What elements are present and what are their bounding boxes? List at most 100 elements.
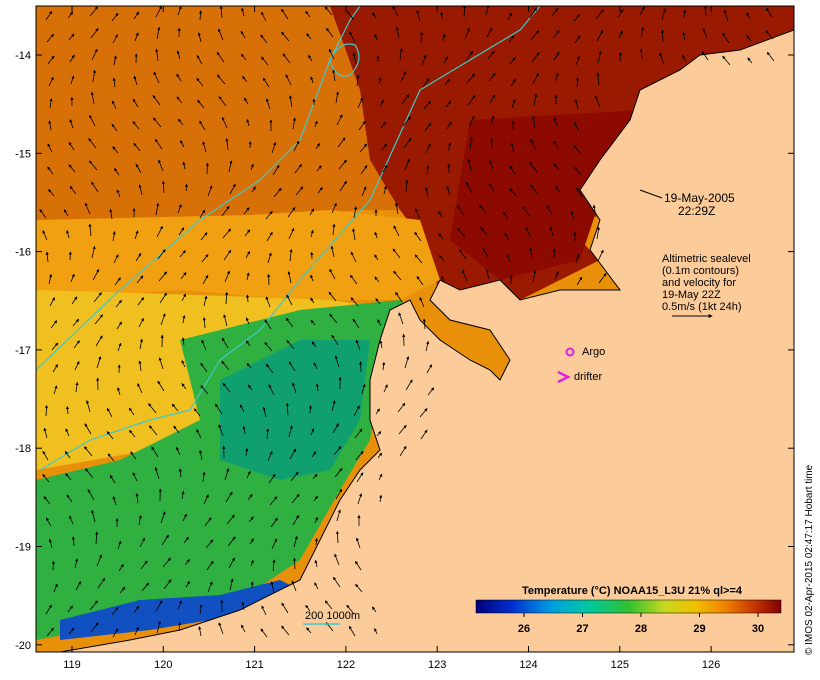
velocity-arrow <box>438 210 443 218</box>
velocity-arrow <box>91 245 96 259</box>
velocity-arrow <box>118 563 124 572</box>
velocity-arrow <box>42 230 48 241</box>
velocity-arrow <box>306 33 312 40</box>
velocity-arrow <box>306 627 312 634</box>
velocity-arrow <box>114 168 120 176</box>
velocity-arrow <box>51 342 59 351</box>
velocity-arrow <box>393 225 400 237</box>
velocity-arrow <box>67 605 73 613</box>
velocity-arrow <box>69 54 75 63</box>
velocity-arrow <box>291 580 297 592</box>
velocity-arrow <box>49 97 53 109</box>
velocity-arrow <box>229 578 234 591</box>
velocity-arrow <box>312 473 318 480</box>
x-axis: 119 120 121 122 123 124 125 126 <box>63 6 720 671</box>
velocity-arrow <box>554 185 561 193</box>
velocity-arrow <box>465 50 474 62</box>
velocity-arrow <box>136 275 144 284</box>
velocity-arrow <box>398 312 404 325</box>
velocity-arrow <box>207 185 213 197</box>
velocity-arrow <box>134 32 139 42</box>
velocity-arrow <box>353 405 360 417</box>
velocity-arrow <box>573 122 580 132</box>
velocity-arrow <box>440 275 446 284</box>
velocity-arrow <box>346 10 355 21</box>
y-tick-label: -19 <box>15 542 31 554</box>
velocity-arrow <box>553 51 560 61</box>
velocity-arrow <box>458 248 467 260</box>
velocity-arrow <box>134 626 139 636</box>
velocity-arrow <box>52 364 59 373</box>
velocity-arrow <box>246 119 250 127</box>
velocity-arrow <box>261 11 267 22</box>
velocity-arrow <box>398 424 407 435</box>
velocity-arrow <box>404 356 410 369</box>
velocity-arrow <box>509 165 516 175</box>
velocity-arrow <box>427 387 435 396</box>
velocity-arrow <box>89 600 98 611</box>
velocity-arrow <box>229 183 236 195</box>
velocity-arrow <box>659 52 665 65</box>
velocity-arrow <box>286 340 295 350</box>
velocity-arrow <box>137 297 145 306</box>
velocity-arrow <box>92 69 96 83</box>
colorbar-tick-label: 26 <box>518 623 530 635</box>
velocity-arrow <box>446 186 451 196</box>
velocity-arrow <box>374 276 380 283</box>
velocity-arrow <box>510 142 515 153</box>
velocity-arrow <box>397 402 406 413</box>
velocity-arrow <box>228 160 233 173</box>
velocity-arrow <box>361 383 366 395</box>
velocity-arrow <box>132 472 138 482</box>
velocity-arrow <box>335 91 340 104</box>
colorbar-tick-label: 29 <box>693 623 705 635</box>
velocity-arrow <box>575 253 580 264</box>
velocity-arrow <box>352 228 356 241</box>
velocity-arrow <box>291 382 297 394</box>
legend-line-5: 0.5m/s (1kt 24h) <box>662 301 741 313</box>
velocity-arrow <box>215 403 223 415</box>
velocity-arrow <box>329 313 338 324</box>
velocity-arrow <box>242 75 248 83</box>
velocity-arrow <box>266 428 270 440</box>
velocity-arrow <box>270 517 278 528</box>
velocity-arrow <box>50 320 58 329</box>
velocity-arrow <box>112 231 116 242</box>
velocity-arrow <box>467 94 476 106</box>
velocity-arrow <box>485 268 490 280</box>
velocity-arrow <box>530 138 537 151</box>
velocity-arrow <box>262 406 267 418</box>
velocity-arrow <box>399 48 403 61</box>
velocity-arrow <box>181 360 186 368</box>
velocity-arrow <box>135 163 142 174</box>
velocity-arrow <box>72 318 80 327</box>
velocity-arrow <box>245 447 249 457</box>
velocity-arrow <box>552 30 560 39</box>
velocity-arrow <box>488 183 495 192</box>
velocity-arrow <box>529 247 533 261</box>
velocity-arrow <box>91 509 96 523</box>
velocity-arrow <box>250 163 254 171</box>
velocity-arrow <box>553 163 560 171</box>
velocity-arrow <box>42 473 50 483</box>
velocity-arrow <box>152 94 161 106</box>
velocity-arrow <box>260 628 268 638</box>
velocity-arrow <box>65 473 72 481</box>
velocity-arrow <box>199 209 206 219</box>
velocity-arrow <box>141 582 149 592</box>
velocity-arrow <box>196 77 204 87</box>
velocity-arrow <box>181 337 185 346</box>
velocity-arrow <box>443 56 448 64</box>
colorbar-tick-label: 30 <box>752 623 764 635</box>
velocity-arrow <box>139 537 145 548</box>
velocity-arrow <box>350 251 357 263</box>
velocity-arrow <box>206 560 214 571</box>
velocity-arrow <box>45 10 53 21</box>
velocity-arrow <box>594 95 601 108</box>
velocity-arrow <box>292 557 297 570</box>
velocity-arrow <box>185 580 191 588</box>
velocity-arrow <box>426 364 433 374</box>
velocity-arrow <box>592 204 597 218</box>
velocity-arrow <box>639 6 645 16</box>
